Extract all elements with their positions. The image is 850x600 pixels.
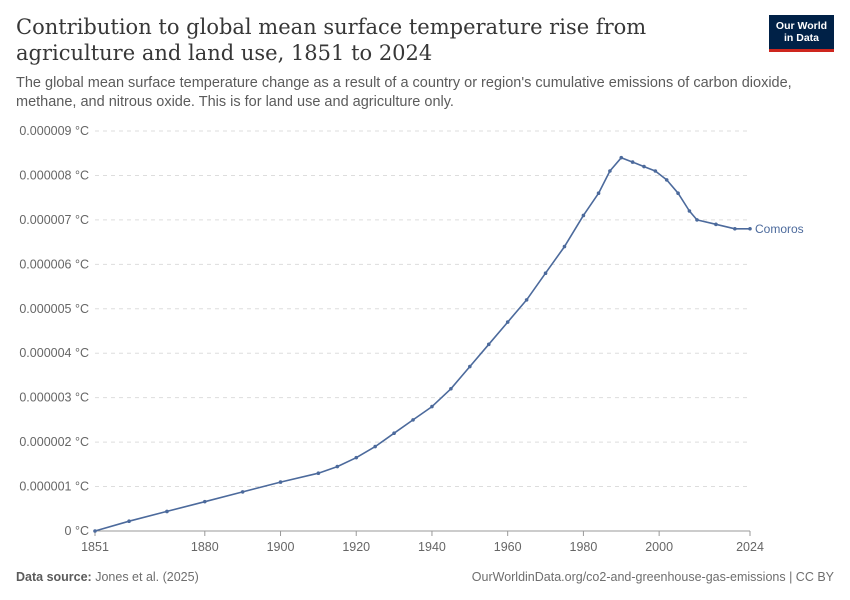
data-point	[619, 155, 624, 160]
x-tick-label: 1920	[342, 540, 370, 554]
data-point	[714, 222, 718, 227]
data-point	[505, 320, 510, 324]
data-point	[354, 455, 359, 460]
logo-line-1: Our World	[775, 20, 828, 32]
data-point	[468, 364, 472, 369]
data-point	[653, 169, 658, 173]
data-point	[316, 471, 321, 476]
data-point	[486, 342, 491, 347]
data-point	[695, 218, 699, 222]
x-tick-label: 1900	[267, 540, 295, 554]
x-tick-label: 1960	[494, 540, 522, 554]
data-point	[411, 418, 415, 422]
data-point	[676, 191, 680, 196]
series-line	[94, 156, 750, 532]
data-point	[630, 160, 635, 164]
data-point	[278, 480, 283, 484]
data-source: Data source: Jones et al. (2025)	[16, 570, 199, 584]
data-point	[93, 529, 97, 533]
y-tick-label: 0.000003 °C	[19, 391, 89, 405]
y-tick-label: 0.000008 °C	[19, 168, 89, 182]
y-tick-label: 0.000001 °C	[19, 480, 89, 494]
data-point	[562, 244, 567, 249]
y-tick-label: 0.000007 °C	[19, 213, 89, 227]
data-point	[664, 178, 669, 182]
data-point	[748, 226, 752, 231]
data-source-link[interactable]: Jones et al. (2025)	[95, 570, 199, 584]
data-point	[733, 226, 737, 231]
data-point	[543, 271, 548, 276]
data-point	[581, 213, 586, 218]
y-tick-label: 0.000009 °C	[19, 124, 89, 138]
data-point	[642, 164, 646, 169]
x-tick-label: 1940	[418, 540, 446, 554]
x-tick-label: 2000	[645, 540, 673, 554]
y-tick-label: 0.000005 °C	[19, 302, 89, 316]
y-tick-label: 0.000004 °C	[19, 346, 89, 360]
chart-subtitle: The global mean surface temperature chan…	[16, 75, 792, 110]
data-point	[430, 404, 434, 409]
logo-line-2: in Data	[783, 32, 819, 44]
owid-logo[interactable]: Our World in Data	[769, 15, 834, 52]
footer-url[interactable]: OurWorldinData.org/co2-and-greenhouse-ga…	[471, 570, 834, 584]
data-point	[392, 431, 396, 436]
data-point	[240, 490, 245, 494]
data-point	[596, 191, 601, 196]
data-point	[127, 519, 131, 524]
data-point	[165, 509, 169, 514]
x-tick-label: 1880	[191, 540, 219, 554]
data-point	[202, 499, 207, 504]
x-tick-label: 1851	[81, 540, 109, 554]
y-tick-label: 0.000002 °C	[19, 435, 89, 449]
y-tick-label: 0.000006 °C	[19, 257, 89, 271]
y-tick-label: 0 °C	[65, 524, 89, 538]
x-tick-label: 1980	[570, 540, 598, 554]
data-source-label: Data source:	[16, 570, 92, 584]
data-point	[449, 386, 453, 391]
data-point	[524, 298, 529, 302]
chart-title: Contribution to global mean surface temp…	[16, 15, 647, 65]
data-point	[335, 464, 340, 469]
series-label: Comoros	[755, 222, 804, 236]
x-tick-label: 2024	[736, 540, 764, 554]
data-point	[687, 209, 692, 213]
data-point	[373, 444, 377, 449]
data-point	[608, 169, 612, 173]
